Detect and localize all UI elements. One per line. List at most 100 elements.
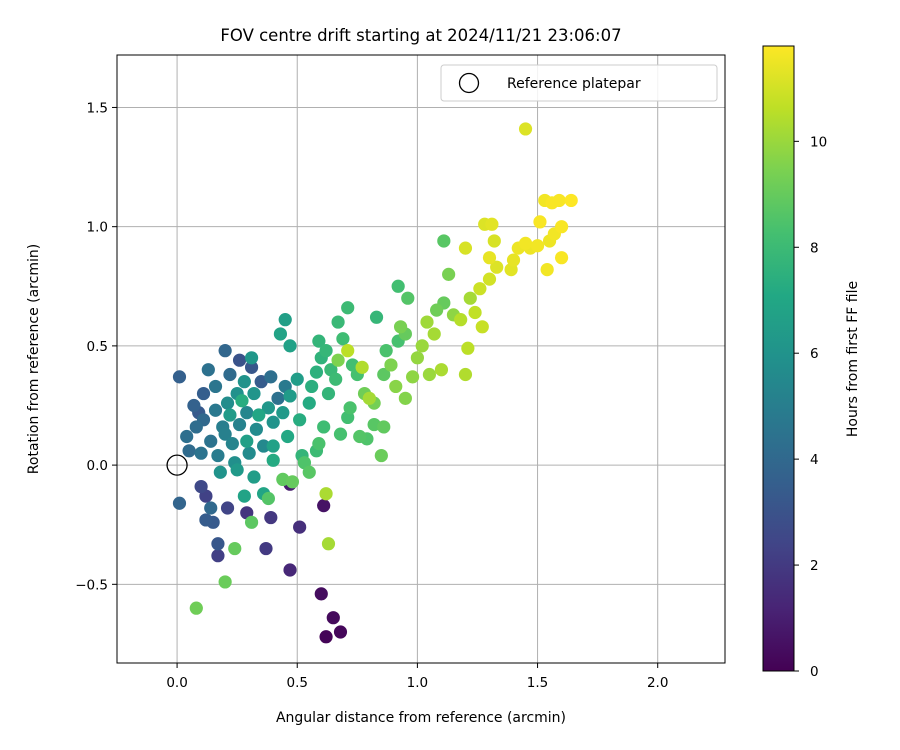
data-point [218, 427, 232, 441]
data-point [237, 489, 251, 503]
data-point [249, 422, 263, 436]
legend-reference-marker [458, 72, 480, 94]
data-point [218, 575, 232, 589]
legend-box [440, 64, 718, 102]
data-point [341, 344, 355, 358]
data-point [189, 601, 203, 615]
data-point [208, 379, 223, 394]
reference-marker-group [166, 454, 188, 476]
data-point [533, 215, 547, 229]
data-point [211, 549, 225, 563]
data-point [240, 434, 254, 448]
x-ticks: 0.0 0.5 1.0 1.5 2.0 [166, 663, 668, 691]
data-point [518, 236, 533, 250]
data-point [264, 370, 278, 384]
data-point [458, 367, 473, 382]
data-point [343, 401, 357, 415]
data-point [329, 372, 343, 386]
data-point [256, 439, 271, 453]
colorbar-tick-label: 4 [810, 452, 819, 468]
data-point [220, 396, 235, 410]
data-point [415, 339, 429, 353]
scatter-points [172, 122, 578, 644]
data-point [252, 408, 266, 422]
data-point [362, 391, 376, 405]
data-point [473, 282, 487, 296]
data-point [293, 413, 307, 427]
data-point [302, 396, 316, 410]
data-point [398, 391, 412, 405]
data-point [278, 313, 292, 327]
data-point [201, 363, 215, 377]
data-point [487, 234, 501, 248]
data-point [172, 370, 187, 384]
data-point [180, 429, 194, 444]
data-point [218, 344, 232, 358]
data-point [405, 370, 420, 384]
data-point [391, 279, 405, 293]
data-point [369, 310, 384, 324]
data-point [410, 351, 424, 365]
data-point [518, 122, 533, 136]
data-point [326, 611, 340, 625]
data-point [261, 401, 275, 415]
data-point [242, 446, 256, 460]
data-point [259, 541, 273, 556]
data-point [454, 313, 468, 327]
data-point [319, 487, 333, 501]
data-point [430, 303, 444, 317]
y-tick-label: 1.0 [87, 220, 108, 236]
data-point [319, 630, 333, 644]
data-point [283, 339, 297, 353]
data-point [475, 320, 489, 334]
data-point [482, 251, 497, 265]
data-point [208, 403, 223, 417]
colorbar-tick-label: 10 [810, 134, 827, 150]
data-point [273, 327, 288, 341]
data-point [235, 394, 249, 408]
data-point [244, 515, 259, 529]
data-point [182, 444, 196, 458]
data-point [312, 437, 326, 451]
data-point [213, 465, 227, 479]
data-point [393, 320, 408, 334]
data-point [317, 420, 331, 434]
data-point [321, 537, 336, 551]
data-point [266, 453, 280, 467]
data-point [261, 491, 275, 506]
data-point [271, 391, 285, 405]
data-point [228, 541, 242, 556]
data-point [554, 251, 569, 265]
data-point [247, 386, 261, 401]
data-point [482, 272, 497, 286]
data-point [384, 358, 398, 372]
data-point [194, 479, 208, 494]
data-point [230, 463, 244, 477]
data-point [264, 510, 278, 525]
data-point [490, 260, 504, 274]
data-point [172, 496, 187, 510]
data-point [333, 625, 348, 639]
data-point [187, 398, 201, 413]
data-point [283, 563, 297, 577]
chart-title: FOV centre drift starting at 2024/11/21 … [220, 26, 621, 45]
data-point [293, 520, 307, 534]
data-point [355, 360, 369, 374]
x-tick-label: 1.0 [407, 675, 428, 691]
data-point [420, 315, 434, 329]
data-point [321, 386, 336, 401]
data-point [290, 372, 304, 386]
data-point [285, 475, 300, 489]
colorbar-label: Hours from first FF file [845, 281, 861, 437]
data-point [223, 367, 237, 382]
y-tick-label: 0.5 [87, 339, 108, 355]
data-point [244, 360, 259, 374]
data-point [442, 267, 456, 281]
data-point [554, 220, 569, 234]
grid-lines [117, 55, 725, 663]
data-point [244, 351, 259, 365]
data-point [331, 353, 345, 367]
x-tick-label: 0.5 [286, 675, 307, 691]
legend: Reference platepar [440, 64, 718, 102]
plot-frame [116, 54, 726, 664]
